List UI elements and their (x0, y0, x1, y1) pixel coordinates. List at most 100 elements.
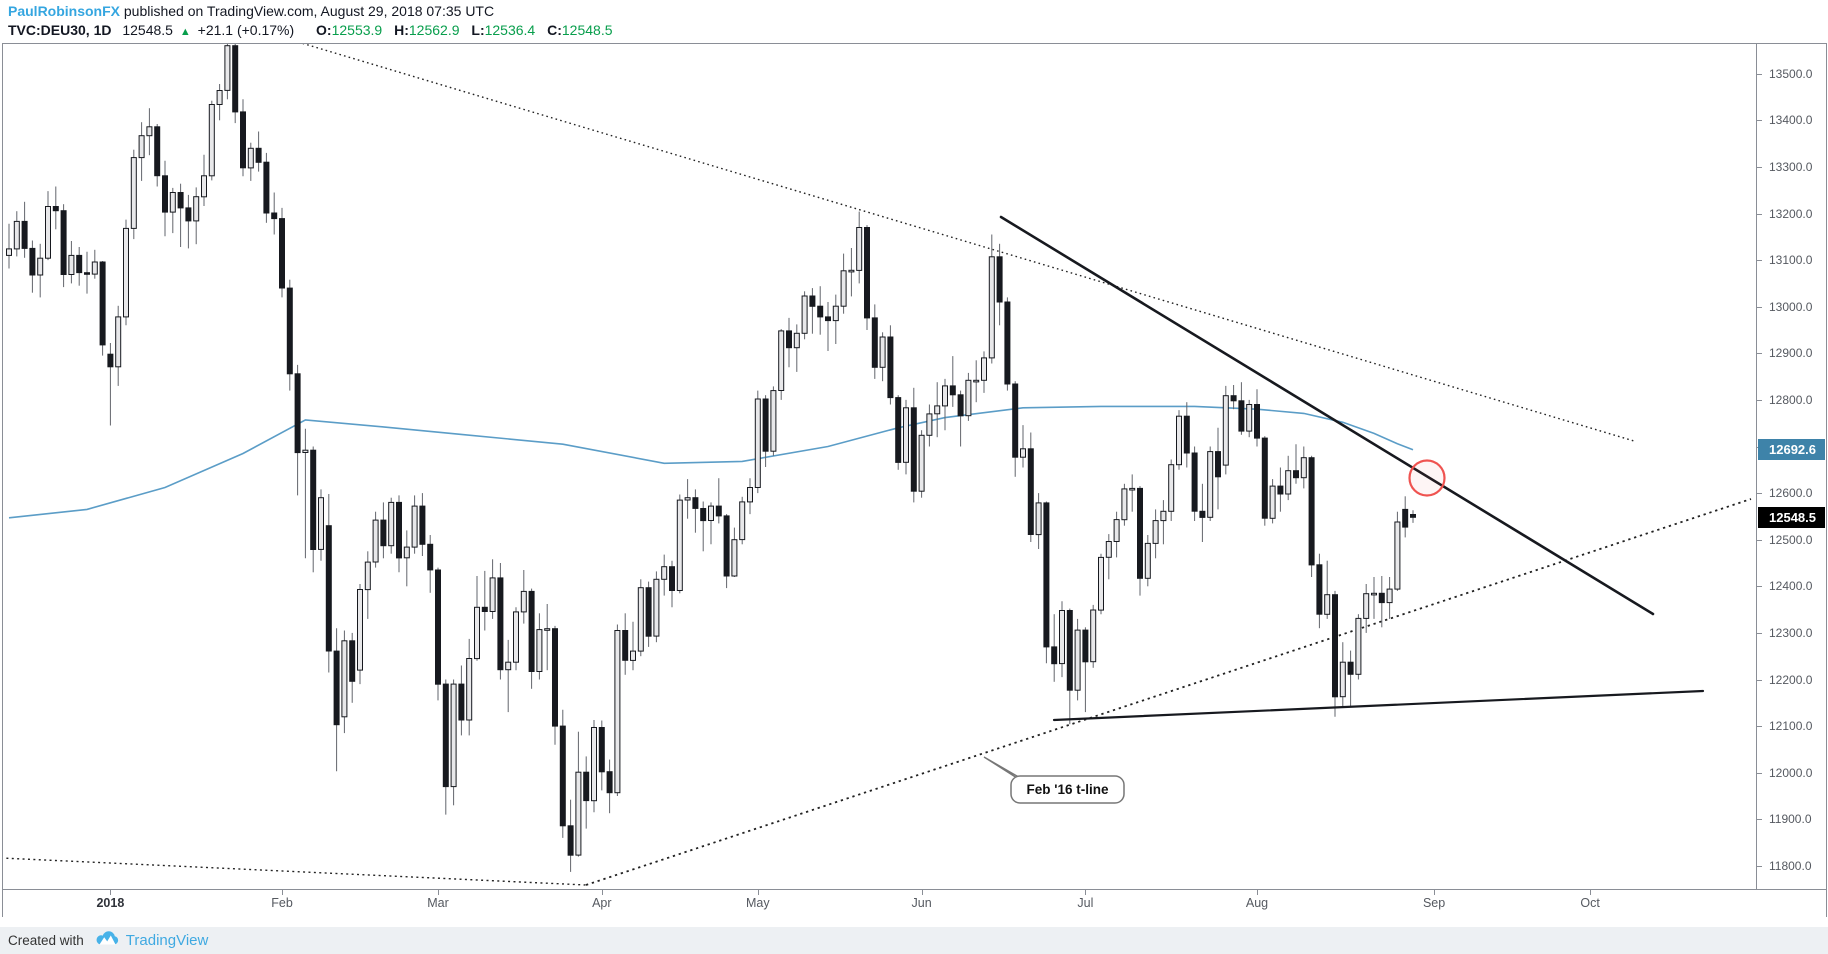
high-label: H: (394, 22, 409, 38)
steep-solid-downtrend[interactable] (999, 215, 1655, 616)
candle-body (1293, 470, 1299, 479)
price-tick (1757, 772, 1762, 774)
time-axis[interactable]: 2018 Feb Mar Apr May Jun Jul Aug Sep Oct (3, 889, 1826, 917)
lower-left-dotted[interactable] (3, 857, 587, 886)
candle-body (809, 295, 816, 307)
candle-body (981, 357, 987, 381)
price-tick-label: 12900.0 (1769, 346, 1813, 361)
time-tick (1434, 890, 1436, 895)
candlestick-plot[interactable]: Feb '16 t-line (3, 44, 1757, 889)
price-badge-moving-average-last-value: 12692.6 (1758, 439, 1825, 461)
candle-body (497, 577, 504, 671)
time-tick (282, 890, 283, 895)
time-label-Sep: Sep (1422, 896, 1446, 910)
time-label-Apr: Apr (592, 896, 612, 910)
candle-body (1402, 508, 1409, 528)
upper-dotted-downtrend[interactable] (298, 44, 1635, 442)
candle-body (185, 207, 192, 222)
candle-body (201, 175, 207, 198)
candle-body (224, 45, 231, 91)
candle-body (1183, 415, 1190, 454)
candle-body (840, 270, 847, 307)
time-tick (1085, 890, 1087, 895)
candle-body (318, 497, 324, 550)
time-label-Oct: Oct (1580, 896, 1600, 910)
candle-body (747, 487, 753, 503)
candle-body (1269, 485, 1276, 519)
candle-body (1160, 510, 1167, 522)
open-value: 12553.9 (331, 22, 383, 38)
candle-body (247, 147, 254, 169)
candle-body (481, 606, 488, 612)
candle-body (591, 727, 597, 802)
close-value: 12548.5 (561, 22, 613, 38)
price-tick-label: 12000.0 (1769, 765, 1813, 780)
candle-body (1378, 592, 1385, 604)
candle-body (973, 379, 980, 383)
candle-body (279, 218, 285, 289)
price-tick-label: 12200.0 (1769, 672, 1813, 687)
red-circle-annotation[interactable] (1408, 459, 1446, 497)
candle-body (193, 196, 200, 222)
candle-body (91, 261, 98, 275)
candle-body (637, 587, 644, 652)
candle-body (778, 330, 785, 391)
candle-body (138, 135, 145, 159)
price-tick (1757, 353, 1762, 355)
candle-body (1207, 451, 1214, 518)
time-label-May: May (745, 896, 770, 910)
low-value: 12536.4 (484, 22, 536, 38)
price-tick (1757, 166, 1762, 168)
candle-body (879, 336, 886, 368)
candle-body (1144, 542, 1151, 579)
candle-body (396, 501, 402, 559)
candle-body (513, 611, 519, 663)
candle-body (1199, 510, 1206, 518)
close-label: C: (547, 22, 562, 38)
tradingview-brand-link[interactable]: TradingView (125, 932, 209, 949)
moving-average-line[interactable] (8, 405, 1414, 519)
price-axis[interactable]: 13500.0 13400.0 13300.0 13200.0 13100.0 13000… (1757, 44, 1826, 889)
publisher-link[interactable]: PaulRobinsonFX (8, 3, 120, 19)
candle-body (1105, 541, 1112, 558)
candle-body (123, 227, 129, 318)
candle-body (419, 505, 426, 545)
candle-body (1020, 448, 1026, 458)
price-tick-label: 12400.0 (1769, 579, 1813, 594)
candle-body (29, 247, 36, 276)
flat-solid-support[interactable] (1052, 689, 1705, 722)
price-tick (1757, 679, 1762, 681)
candle-body (1300, 457, 1307, 479)
candle-body (13, 220, 20, 250)
callout-box[interactable] (1010, 775, 1125, 804)
last-price: 12548.5 (122, 22, 173, 38)
candle-body (606, 771, 613, 794)
feb16-tline-dotted-rising[interactable] (585, 498, 1752, 886)
low-label: L: (471, 22, 485, 38)
candle-body (130, 157, 137, 229)
candle-body (232, 45, 239, 113)
candle-body (988, 256, 995, 359)
candle-body (1082, 629, 1089, 663)
candle-body (1339, 661, 1346, 698)
candle-body (1261, 437, 1268, 519)
candle-body (286, 287, 293, 375)
candle-body (76, 254, 83, 274)
candle-body (333, 650, 340, 726)
price-tick-label: 11900.0 (1769, 812, 1812, 827)
candle-body (622, 630, 629, 661)
candle-body (965, 379, 972, 417)
open-label: O: (316, 22, 332, 38)
candle-body (942, 385, 948, 407)
candle-body (357, 589, 363, 671)
price-tick-label: 12100.0 (1769, 719, 1813, 734)
candle-body (583, 771, 590, 802)
candle-body (715, 505, 722, 517)
candle-body (559, 725, 566, 827)
candle-body (708, 505, 714, 522)
candle-body (271, 212, 278, 220)
time-label-2018: 2018 (96, 896, 125, 910)
candle-body (68, 254, 75, 275)
candle-body (723, 515, 730, 577)
candle-body (864, 227, 870, 319)
